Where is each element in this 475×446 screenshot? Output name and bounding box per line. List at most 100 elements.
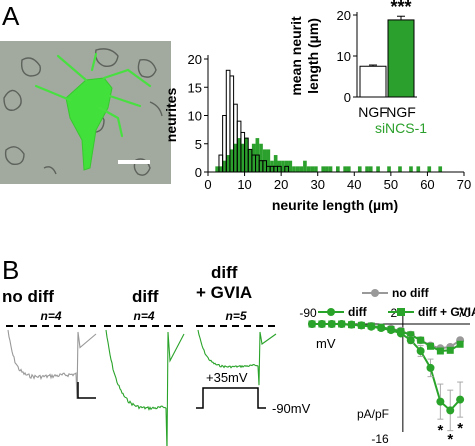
neurite-histogram: 0 10 20 30 40 50 60 70 0 5 10 15 20 neurite length (µ… <box>163 52 471 213</box>
histogram-y-label: neurites <box>163 88 179 143</box>
iv-point-circle <box>396 329 405 338</box>
inset-category-label: NGF <box>358 104 388 120</box>
iv-point-circle <box>446 406 455 415</box>
iv-point-circle <box>377 324 386 333</box>
histogram-bar-sincs1 <box>303 160 307 172</box>
trace-scale-bar <box>77 382 96 399</box>
histogram-bar-sincs1 <box>346 166 351 172</box>
histogram-bar-sincs1 <box>222 160 227 172</box>
inset-y-label-line2: length (µm) <box>305 18 321 94</box>
histogram-bar-sincs1 <box>328 166 333 172</box>
inset-bar <box>359 65 387 98</box>
histogram-y-tick-label: 0 <box>195 165 202 180</box>
trace-diff <box>105 329 185 446</box>
trace-title-no-diff: no diff <box>2 287 54 306</box>
inset-y-tick-label: 10 <box>337 49 351 64</box>
histogram-bar-sincs1 <box>237 138 241 172</box>
iv-point-circle <box>347 320 356 329</box>
histogram-bar-sincs1 <box>218 166 223 172</box>
histogram-bar-sincs1 <box>259 143 263 172</box>
histogram-bar-sincs1 <box>398 166 402 172</box>
histogram-bar-sincs1 <box>266 149 271 172</box>
iv-point-circle <box>327 320 336 328</box>
histogram-bar-sincs1 <box>244 138 249 172</box>
iv-point-circle <box>357 321 366 330</box>
histogram-bar-sincs1 <box>281 160 285 172</box>
histogram-x-tick-label: 70 <box>457 177 471 192</box>
histogram-bar-sincs1 <box>438 166 443 172</box>
iv-point-circle <box>426 363 435 372</box>
iv-point-circle <box>317 320 326 328</box>
iv-point-square <box>436 347 444 355</box>
histogram-bar-sincs1 <box>376 166 380 172</box>
inset-y-tick-label: 20 <box>337 8 351 23</box>
voltage-protocol <box>196 387 266 409</box>
trace-title-diff: diff <box>132 287 159 306</box>
histogram-x-tick-label: 0 <box>204 177 211 192</box>
legend-marker-circle <box>327 308 335 316</box>
histogram-bar-sincs1 <box>306 166 311 172</box>
trace-n-label: n=4 <box>133 309 154 323</box>
histogram-bar-sincs1 <box>233 143 238 172</box>
iv-point-circle <box>387 326 395 335</box>
histogram-bar-sincs1 <box>251 143 256 172</box>
histogram-bar-sincs1 <box>409 166 413 172</box>
histogram-x-tick-label: 30 <box>310 177 324 192</box>
histogram-x-tick-label: 60 <box>420 177 434 192</box>
histogram-y-tick-label: 10 <box>188 109 202 124</box>
histogram-bar-sincs1 <box>387 166 391 172</box>
inset-category-sublabel: siNCS-1 <box>375 120 427 136</box>
histogram-bar-sincs1 <box>325 166 329 172</box>
histogram-bar-sincs1 <box>357 166 362 172</box>
inset-y-tick-label: 0 <box>344 90 351 105</box>
inset-y-label-line1: mean neurit <box>288 16 304 96</box>
histogram-bar-sincs1 <box>295 166 300 172</box>
trace-n-label: n=5 <box>225 309 246 323</box>
iv-significance-star: * <box>457 420 463 437</box>
histogram-x-tick-label: 50 <box>384 177 398 192</box>
iv-point-square <box>456 340 464 348</box>
histogram-bar-sincs1 <box>299 166 304 172</box>
histogram-y-tick-label: 15 <box>188 80 202 95</box>
iv-x-tick-left: -90 <box>299 306 317 320</box>
legend-label: diff + GVIA <box>418 305 475 319</box>
histogram-x-tick-label: 10 <box>237 177 251 192</box>
histogram-y-tick-label: 20 <box>188 52 202 67</box>
iv-point-circle <box>456 395 465 404</box>
neuron-micrograph <box>0 41 171 184</box>
histogram-bar-sincs1 <box>229 149 234 172</box>
histogram-bar-sincs1 <box>215 166 219 172</box>
inset-bar <box>387 19 415 98</box>
histogram-bar-sincs1 <box>314 166 318 172</box>
iv-y-label: pA/pF <box>357 407 389 421</box>
histogram-bar-sincs1 <box>292 166 296 172</box>
legend-marker-square <box>397 308 405 316</box>
iv-point-square <box>417 336 425 344</box>
histogram-bar-sincs1 <box>343 166 347 172</box>
iv-point-square <box>446 346 454 354</box>
histogram-x-label: neurite length (µm) <box>272 197 398 213</box>
iv-significance-star: * <box>447 431 453 446</box>
iv-line-diff <box>312 323 461 412</box>
iv-x-tick-right: 70 <box>457 306 471 320</box>
iv-point-square <box>407 331 415 339</box>
histogram-bar-sincs1 <box>336 166 340 172</box>
inset-significance: *** <box>390 0 411 17</box>
histogram-bar-sincs1 <box>310 166 315 172</box>
histogram-bar-sincs1 <box>226 155 230 172</box>
iv-point-circle <box>337 320 346 328</box>
trace-title-diff-gvia-2: + GVIA <box>196 283 252 302</box>
iv-point-square <box>427 342 434 350</box>
legend-marker-circle <box>371 289 379 297</box>
panel-b-label: B <box>2 255 19 285</box>
protocol-step-label: +35mV <box>206 370 248 385</box>
iv-significance-star: * <box>437 422 443 439</box>
histogram-y-tick-label: 5 <box>195 137 202 152</box>
iv-point-circle <box>436 397 445 406</box>
iv-x-label: mV <box>316 336 336 351</box>
trace-no-diff <box>7 329 97 400</box>
